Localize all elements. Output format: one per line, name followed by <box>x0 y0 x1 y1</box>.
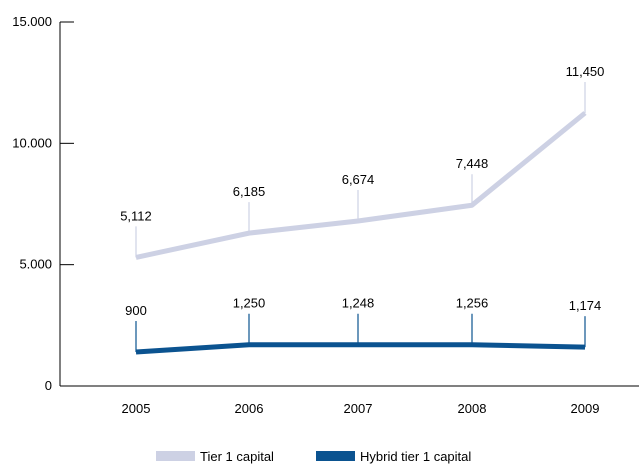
data-label-hybrid-tier-1-capital: 1,256 <box>456 296 489 311</box>
series-line-hybrid-tier-1-capital <box>135 342 586 355</box>
legend-swatch-tier-1-capital <box>156 451 195 461</box>
x-tick-label: 2007 <box>344 401 373 416</box>
axes: 0 5.000 10.000 15.000 2005 2006 2007 2008 2009 <box>12 14 639 416</box>
y-tick-label: 0 <box>45 378 52 393</box>
data-label-tier-1-capital: 6,674 <box>342 172 375 187</box>
x-tick-label: 2009 <box>571 401 600 416</box>
data-label-tier-1-capital: 6,185 <box>233 184 266 199</box>
legend: Tier 1 capital Hybrid tier 1 capital <box>156 449 471 464</box>
series-lines <box>135 82 587 355</box>
data-label-hybrid-tier-1-capital: 1,250 <box>233 296 266 311</box>
legend-label-tier-1-capital: Tier 1 capital <box>200 449 274 464</box>
legend-swatch-hybrid-tier-1-capital <box>316 451 355 461</box>
y-tick-label: 15.000 <box>12 14 52 29</box>
data-label-tier-1-capital: 7,448 <box>456 156 489 171</box>
y-tick-label: 5.000 <box>19 257 52 272</box>
data-label-hybrid-tier-1-capital: 1,174 <box>569 298 602 313</box>
x-tick-label: 2006 <box>235 401 264 416</box>
legend-label-hybrid-tier-1-capital: Hybrid tier 1 capital <box>360 449 471 464</box>
data-label-tier-1-capital: 5,112 <box>120 208 152 223</box>
x-tick-label: 2008 <box>458 401 487 416</box>
y-tick-label: 10.000 <box>12 135 52 150</box>
data-label-hybrid-tier-1-capital: 900 <box>125 303 147 318</box>
data-labels: 5,112 6,185 6,674 7,448 11,450 900 1,250 1,248 1… <box>120 64 604 318</box>
x-tick-label: 2005 <box>122 401 151 416</box>
data-label-hybrid-tier-1-capital: 1,248 <box>342 296 375 311</box>
data-label-tier-1-capital: 11,450 <box>566 64 605 79</box>
